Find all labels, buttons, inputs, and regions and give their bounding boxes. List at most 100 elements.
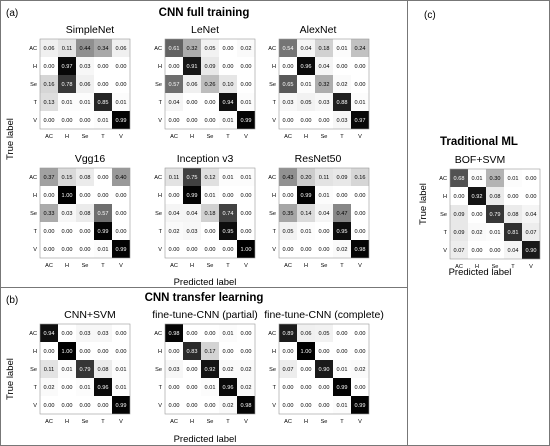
matrix-cell <box>351 396 369 414</box>
y-tick-label: H <box>158 64 162 70</box>
cell-value-label: 0.00 <box>187 100 198 106</box>
cell-value-label: 0.24 <box>355 46 366 52</box>
y-tick-label: AC <box>154 46 162 52</box>
y-tick-label: V <box>443 248 447 254</box>
matrix-cell <box>58 360 76 378</box>
cell-value-label: 0.00 <box>187 118 198 124</box>
matrix-cell <box>219 57 237 75</box>
cell-value-label: 0.06 <box>301 331 312 337</box>
matrix-cell <box>94 168 112 186</box>
matrix-cell <box>76 378 94 396</box>
matrix-cell <box>297 168 315 186</box>
matrix-cell <box>40 204 58 222</box>
panel-a-heading: CNN full training <box>158 7 250 19</box>
matrix-cell <box>94 75 112 93</box>
matrix-cell <box>279 204 297 222</box>
cell-value-label: 0.11 <box>62 46 72 52</box>
cell-value-label: 0.00 <box>283 118 294 124</box>
cell-value-label: 0.00 <box>116 82 127 88</box>
matrix-cell <box>486 223 504 241</box>
cell-value-label: 0.00 <box>283 247 294 253</box>
cell-value-label: 0.00 <box>62 385 73 391</box>
cell-value-label: 0.00 <box>355 64 366 70</box>
cell-value-label: 0.92 <box>205 367 216 373</box>
matrix-cell <box>40 222 58 240</box>
cell-value-label: 0.02 <box>241 46 252 52</box>
matrix-cell <box>76 57 94 75</box>
cell-value-label: 0.00 <box>187 331 198 337</box>
cell-value-label: 0.03 <box>80 64 91 70</box>
matrix-cell <box>165 396 183 414</box>
cell-value-label: 0.08 <box>508 212 519 218</box>
matrix-cell <box>165 324 183 342</box>
cell-value-label: 0.00 <box>116 331 127 337</box>
y-tick-label: V <box>272 403 276 409</box>
matrix-cell <box>76 168 94 186</box>
cell-value-label: 0.00 <box>187 367 198 373</box>
matrix-cell <box>219 39 237 57</box>
confusion-matrix-inception-v3: 0.11 0.75 0.12 0.01 0.01 0.00 0.99 0.01 0.00 0.00… <box>149 166 257 272</box>
matrix-cell <box>315 324 333 342</box>
cell-value-label: 0.01 <box>98 247 109 253</box>
cell-value-label: 0.01 <box>337 367 348 373</box>
cell-value-label: 0.02 <box>337 82 348 88</box>
matrix-cell <box>201 93 219 111</box>
cell-value-label: 0.04 <box>187 211 198 217</box>
matrix-cell <box>58 240 76 258</box>
matrix-cell <box>201 240 219 258</box>
cell-value-label: 0.97 <box>355 118 366 124</box>
cell-value-label: 0.00 <box>355 211 366 217</box>
cell-value-label: 0.00 <box>301 385 312 391</box>
confusion-matrix-bof-svm: 0.68 0.01 0.30 0.01 0.00 0.00 0.92 0.08 0.00 0.00… <box>434 167 542 273</box>
x-tick-label: AC <box>170 134 178 140</box>
y-tick-label: V <box>33 247 37 253</box>
matrix-cell <box>165 57 183 75</box>
cell-value-label: 0.05 <box>301 100 312 106</box>
matrix-cell <box>183 240 201 258</box>
cell-value-label: 1.00 <box>241 247 252 253</box>
cell-value-label: 0.00 <box>80 193 91 199</box>
matrix-cell <box>183 396 201 414</box>
x-tick-label: V <box>244 263 248 269</box>
matrix-cell <box>165 240 183 258</box>
cell-value-label: 0.02 <box>44 385 55 391</box>
matrix-title-inception-v3: Inception v3 <box>176 153 234 165</box>
y-tick-label: V <box>158 247 162 253</box>
cell-value-label: 0.00 <box>241 331 252 337</box>
matrix-cell <box>94 240 112 258</box>
matrix-cell <box>315 342 333 360</box>
cell-value-label: 0.04 <box>508 248 519 254</box>
cell-value-label: 0.17 <box>205 349 216 355</box>
x-tick-label: V <box>529 264 533 270</box>
cell-value-label: 0.00 <box>454 194 465 200</box>
cell-value-label: 0.68 <box>454 176 465 182</box>
cell-value-label: 0.00 <box>301 403 312 409</box>
cell-value-label: 0.00 <box>44 403 55 409</box>
matrix-cell <box>333 378 351 396</box>
x-tick-label: H <box>65 419 69 425</box>
matrix-cell <box>333 204 351 222</box>
panel-a-label: (a) <box>6 8 19 19</box>
cell-value-label: 0.00 <box>241 211 252 217</box>
matrix-cell <box>94 396 112 414</box>
matrix-cell <box>112 93 130 111</box>
matrix-title-simplenet: SimpleNet <box>65 24 115 36</box>
cell-value-label: 0.00 <box>283 385 294 391</box>
cell-value-label: 0.00 <box>355 193 366 199</box>
matrix-cell <box>279 39 297 57</box>
matrix-cell <box>183 378 201 396</box>
cell-value-label: 0.00 <box>283 193 294 199</box>
cell-value-label: 0.00 <box>319 247 330 253</box>
matrix-cell <box>40 360 58 378</box>
matrix-cell <box>112 168 130 186</box>
cell-value-label: 0.09 <box>454 230 465 236</box>
cell-value-label: 0.99 <box>187 193 198 199</box>
matrix-cell <box>201 186 219 204</box>
y-axis-label-panel-c: True label <box>418 183 429 225</box>
matrix-cell <box>333 396 351 414</box>
matrix-cell <box>504 187 522 205</box>
x-tick-label: V <box>244 134 248 140</box>
matrix-cell <box>76 360 94 378</box>
cell-value-label: 0.40 <box>116 175 127 181</box>
cell-value-label: 0.99 <box>116 118 127 124</box>
